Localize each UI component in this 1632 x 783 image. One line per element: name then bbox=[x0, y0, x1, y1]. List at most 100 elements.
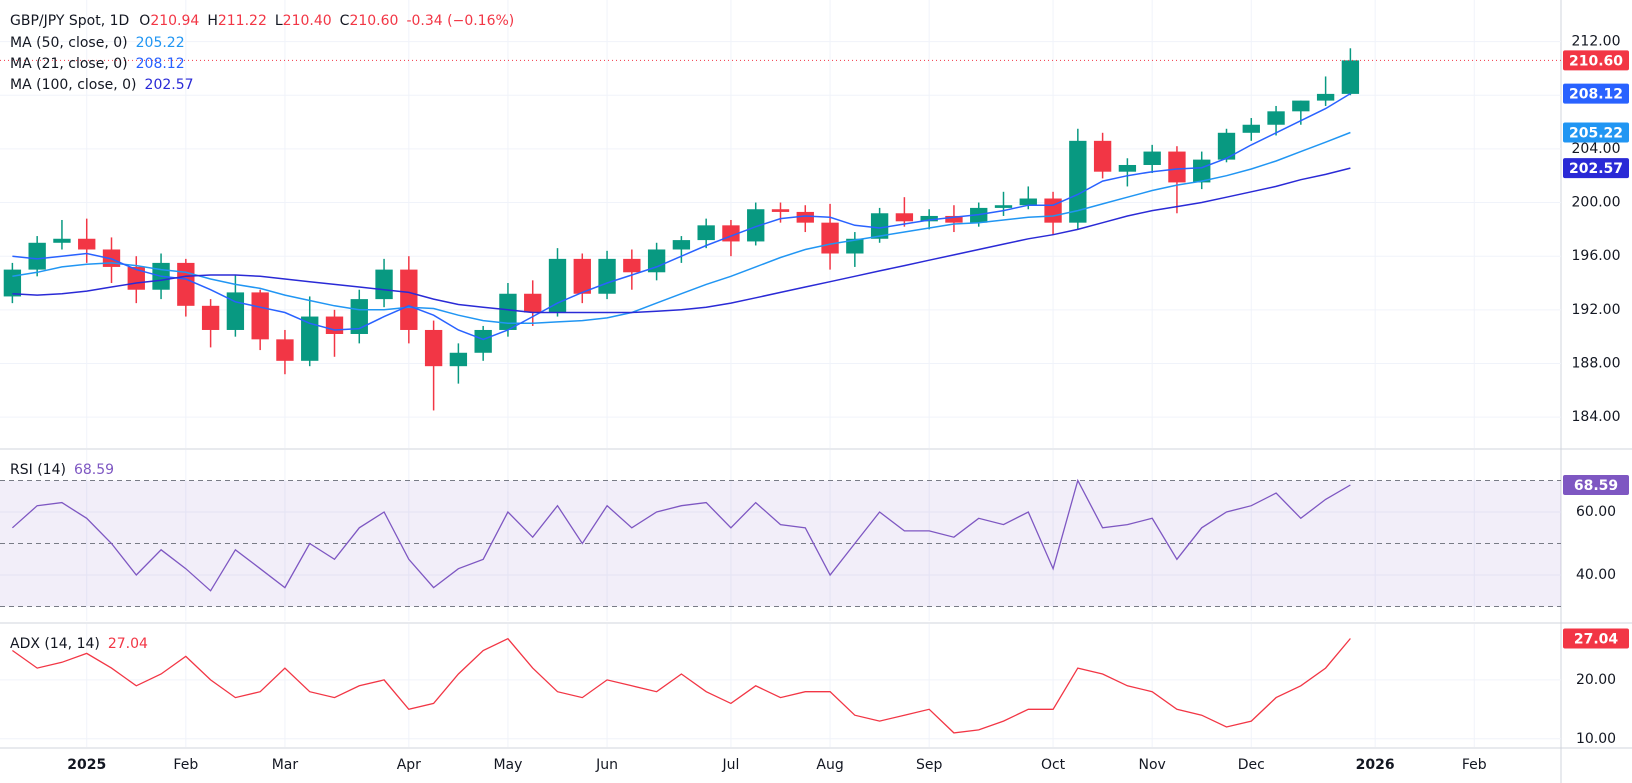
ohlc-key: C bbox=[340, 13, 350, 29]
candle-body bbox=[821, 222, 839, 254]
x-tick-label: Nov bbox=[1139, 757, 1166, 773]
candle-body bbox=[251, 292, 269, 340]
x-tick-label: Apr bbox=[397, 757, 421, 773]
x-tick-label: Aug bbox=[816, 757, 843, 773]
y-tick-label: 192.00 bbox=[1572, 302, 1621, 318]
ohlc-value: 210.40 bbox=[283, 13, 332, 29]
candle-body bbox=[846, 238, 864, 254]
candle-body bbox=[78, 238, 96, 250]
candle-body bbox=[474, 329, 492, 353]
value-badge bbox=[1563, 158, 1629, 179]
candle-body bbox=[870, 213, 889, 239]
candle-body bbox=[895, 213, 914, 222]
y-tick-label: 184.00 bbox=[1572, 409, 1621, 425]
candle-body bbox=[771, 209, 790, 212]
candle-body bbox=[1168, 151, 1186, 183]
candle-body bbox=[449, 352, 468, 367]
indicator-line bbox=[11, 478, 1351, 592]
y-tick-label: 188.00 bbox=[1572, 355, 1621, 371]
candle-body bbox=[1341, 60, 1360, 94]
candle-body bbox=[697, 225, 715, 241]
y-tick-label: 200.00 bbox=[1572, 195, 1621, 211]
candle-body bbox=[424, 329, 443, 367]
candle-body bbox=[548, 258, 567, 313]
indicator-value: 68.59 bbox=[74, 462, 114, 478]
candle-body bbox=[945, 215, 963, 223]
candle-body bbox=[1217, 132, 1236, 160]
value-badge-label: 205.22 bbox=[1569, 126, 1623, 142]
value-badge bbox=[1563, 50, 1629, 71]
x-tick-label: May bbox=[493, 757, 522, 773]
y-tick-label: 212.00 bbox=[1572, 34, 1621, 50]
value-badge bbox=[1563, 628, 1629, 649]
candle-body bbox=[1193, 159, 1211, 183]
candle-body bbox=[28, 242, 46, 270]
ohlc-key: O bbox=[139, 13, 150, 29]
indicator-legend: RSI (14) 68.59 bbox=[10, 462, 114, 478]
candle-body bbox=[647, 249, 666, 273]
legend-value: 208.12 bbox=[136, 56, 185, 72]
candle-body bbox=[276, 339, 294, 361]
change-value: -0.34 (−0.16%) bbox=[406, 13, 514, 29]
candle-body bbox=[177, 262, 195, 306]
candle-body bbox=[1267, 111, 1285, 125]
x-tick-label: Oct bbox=[1041, 757, 1066, 773]
indicator-name: ADX (14, 14) bbox=[10, 636, 100, 652]
candle-body bbox=[226, 292, 245, 330]
candle-body bbox=[623, 258, 641, 273]
x-tick-label: 2026 bbox=[1356, 757, 1395, 773]
legend-value: 205.22 bbox=[136, 35, 185, 51]
candle-body bbox=[53, 238, 71, 243]
ohlc-value: 210.94 bbox=[150, 13, 199, 29]
candle-body bbox=[375, 269, 393, 300]
candle-body bbox=[499, 293, 517, 330]
candle-body bbox=[301, 316, 319, 361]
candle-body bbox=[325, 316, 344, 334]
value-badge bbox=[1563, 83, 1629, 104]
candle-body bbox=[796, 211, 814, 223]
candle-body bbox=[747, 209, 765, 242]
y-tick-label: 196.00 bbox=[1572, 248, 1621, 264]
candle-body bbox=[1316, 93, 1335, 101]
x-tick-label: Mar bbox=[272, 757, 299, 773]
ma-line bbox=[12, 167, 1351, 314]
value-badge-label: 27.04 bbox=[1574, 631, 1619, 647]
ma-line bbox=[12, 131, 1351, 325]
x-tick-label: Feb bbox=[173, 757, 198, 773]
value-badge-label: 208.12 bbox=[1569, 87, 1623, 103]
value-badge bbox=[1563, 474, 1629, 495]
candle-body bbox=[1069, 140, 1087, 223]
x-tick-label: Jun bbox=[595, 757, 618, 773]
candle-body bbox=[3, 269, 22, 297]
ohlc-key: H bbox=[207, 13, 218, 29]
candle-body bbox=[920, 215, 938, 222]
candle-body bbox=[524, 293, 542, 313]
y-tick-label: 20.00 bbox=[1576, 672, 1616, 688]
candle-body bbox=[400, 269, 418, 330]
legend-entry: MA (21, close, 0) 208.12 bbox=[10, 56, 185, 72]
y-tick-label: 40.00 bbox=[1576, 567, 1616, 583]
x-tick-label: Jul bbox=[721, 757, 739, 773]
y-tick-label: 10.00 bbox=[1576, 731, 1616, 747]
candle-body bbox=[1143, 151, 1161, 165]
candle-body bbox=[1093, 140, 1112, 172]
value-badge-label: 68.59 bbox=[1574, 478, 1618, 494]
x-tick-label: Dec bbox=[1238, 757, 1265, 773]
candle-body bbox=[1118, 164, 1137, 172]
value-badge-label: 202.57 bbox=[1569, 161, 1623, 177]
indicator-legend: ADX (14, 14) 27.04 bbox=[10, 636, 148, 652]
indicator-value: 27.04 bbox=[108, 636, 148, 652]
candle-body bbox=[201, 305, 220, 330]
ohlc-value: 210.60 bbox=[349, 13, 398, 29]
ma-line bbox=[12, 92, 1351, 341]
y-tick-label: 60.00 bbox=[1576, 504, 1616, 520]
candle-body bbox=[672, 240, 691, 250]
legend-value: 202.57 bbox=[145, 77, 194, 93]
candle-body bbox=[573, 258, 591, 294]
y-tick-label: 204.00 bbox=[1572, 141, 1621, 157]
legend-entry: MA (50, close, 0) 205.22 bbox=[10, 35, 185, 51]
candle-body bbox=[1242, 124, 1260, 133]
